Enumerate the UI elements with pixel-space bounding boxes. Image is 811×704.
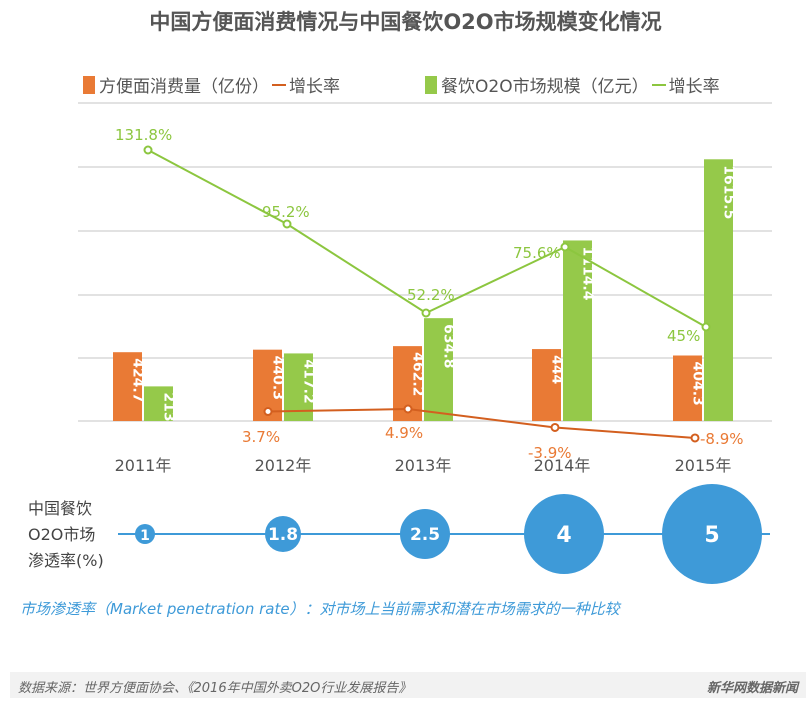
- bar-value-label: 213.7: [161, 392, 177, 436]
- o2o-growth-point: [701, 322, 711, 332]
- orange-swatch: [83, 75, 95, 94]
- penetration-bubble: [662, 484, 762, 584]
- o2o-growth-label: 95.2%: [262, 203, 310, 221]
- penetration-value: 1.8: [268, 525, 298, 545]
- orange-line-swatch: [272, 83, 286, 86]
- o2o-growth-label: 52.2%: [407, 286, 455, 304]
- x-tick-label: 2015年: [675, 456, 732, 475]
- legend-o2o-label: 餐饮O2O市场规模（亿元）: [441, 77, 649, 97]
- bar-value-label: 440.3: [270, 356, 286, 400]
- green-line-swatch: [651, 83, 666, 86]
- x-tick-label: 2011年: [115, 456, 172, 475]
- noodle-growth-point: [403, 404, 413, 414]
- o2o-growth-point: [421, 308, 431, 318]
- penetration-label-line: 中国餐饮: [28, 499, 93, 518]
- x-tick-label: 2013年: [395, 456, 452, 475]
- bar-value-label: 462.2: [410, 352, 426, 396]
- x-tick-label: 2012年: [255, 456, 312, 475]
- legend-o2o: 餐饮O2O市场规模（亿元） 增长率: [425, 72, 720, 97]
- footer: 数据来源：世界方便面协会、《2016年中国外卖O2O行业发展报告》 新华网数据新…: [10, 672, 806, 698]
- legend-noodle-label: 方便面消费量（亿份）: [99, 77, 269, 97]
- o2o-bar: [563, 240, 592, 421]
- o2o-growth-label: 45%: [667, 327, 700, 345]
- noodle-bar: [673, 355, 702, 421]
- definition-note: 市场渗透率（Market penetration rate）：对市场上当前需求和…: [20, 600, 620, 618]
- o2o-growth-label: 131.8%: [115, 126, 172, 144]
- penetration-label-line: O2O市场: [28, 525, 96, 544]
- penetration-value: 5: [704, 523, 719, 548]
- noodle-growth-label: 3.7%: [242, 428, 280, 446]
- noodle-growth-point: [550, 422, 560, 432]
- bar-value-label: 404.3: [690, 362, 706, 406]
- o2o-bar: [704, 159, 733, 421]
- noodle-growth-line: [267, 407, 696, 439]
- bar-value-label: 634.8: [441, 324, 457, 368]
- x-tick-label: 2014年: [534, 456, 591, 475]
- o2o-growth-point: [282, 219, 292, 229]
- bar-value-label: 1615.5: [721, 165, 737, 219]
- source-text: 数据来源：世界方便面协会、《2016年中国外卖O2O行业发展报告》: [18, 681, 412, 696]
- o2o-bar: [144, 386, 173, 421]
- o2o-growth-point: [143, 145, 153, 155]
- noodle-growth-label: -3.9%: [528, 444, 572, 462]
- noodle-growth-label: 4.9%: [385, 424, 423, 442]
- penetration-value: 1: [140, 528, 150, 544]
- penetration-bubble: [265, 516, 301, 552]
- o2o-growth-label: 75.6%: [513, 244, 561, 262]
- noodle-growth-point: [263, 407, 273, 417]
- bar-value-label: 424.7: [130, 358, 146, 402]
- penetration-value: 4: [556, 523, 571, 548]
- legend-noodle: 方便面消费量（亿份） 增长率: [83, 72, 340, 97]
- o2o-bar: [424, 318, 453, 421]
- brand-text: 新华网数据新闻: [706, 681, 798, 696]
- noodle-bar: [532, 349, 561, 421]
- bar-value-label: 1114.4: [580, 246, 596, 300]
- penetration-label-line: 渗透率(%): [28, 551, 104, 570]
- o2o-bar: [284, 353, 313, 421]
- penetration-label: 中国餐饮 O2O市场 渗透率(%): [28, 496, 104, 574]
- penetration-bubble: [524, 494, 604, 574]
- noodle-growth-point: [690, 433, 700, 443]
- penetration-bubble: [400, 509, 450, 559]
- o2o-growth-point: [560, 242, 570, 252]
- legend-o2o-growth-label: 增长率: [668, 77, 720, 97]
- penetration-value: 2.5: [410, 525, 440, 545]
- legend-noodle-growth-label: 增长率: [289, 77, 340, 97]
- penetration-bubble: [135, 524, 155, 544]
- green-swatch: [425, 75, 437, 94]
- chart-title: 中国方便面消费情况与中国餐饮O2O市场规模变化情况: [149, 10, 662, 34]
- bar-value-label: 444: [549, 355, 565, 384]
- noodle-growth-label: -8.9%: [700, 430, 744, 448]
- bar-value-label: 417.2: [301, 359, 317, 403]
- noodle-bar: [113, 352, 142, 421]
